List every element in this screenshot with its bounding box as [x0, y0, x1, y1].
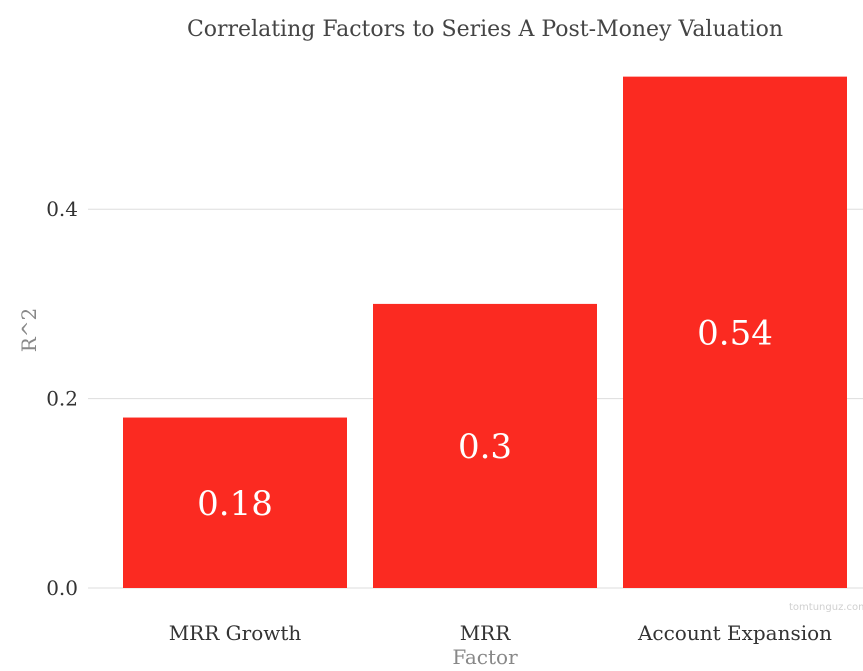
y-tick-label: 0.0	[46, 576, 78, 600]
x-tick-label: MRR Growth	[169, 621, 302, 645]
data-label: 0.3	[458, 427, 512, 467]
data-labels: 0.18 0.3 0.54	[197, 313, 773, 523]
y-tick-label: 0.4	[46, 197, 78, 221]
y-axis-title: R^2	[17, 308, 41, 353]
data-label: 0.18	[197, 484, 273, 524]
chart-title: Correlating Factors to Series A Post-Mon…	[187, 17, 783, 42]
x-axis-ticks: MRR Growth MRR Account Expansion	[169, 621, 832, 645]
y-tick-label: 0.2	[46, 387, 78, 411]
watermark: tomtunguz.com	[789, 602, 863, 613]
x-tick-label: Account Expansion	[637, 621, 832, 645]
bar	[623, 76, 847, 589]
x-tick-label: MRR	[460, 621, 512, 645]
bar	[123, 417, 347, 588]
bars	[123, 76, 847, 589]
y-axis-ticks: 0.0 0.2 0.4	[46, 197, 78, 600]
data-label: 0.54	[697, 313, 773, 353]
bar	[373, 303, 597, 588]
x-axis-title: Factor	[452, 645, 518, 669]
